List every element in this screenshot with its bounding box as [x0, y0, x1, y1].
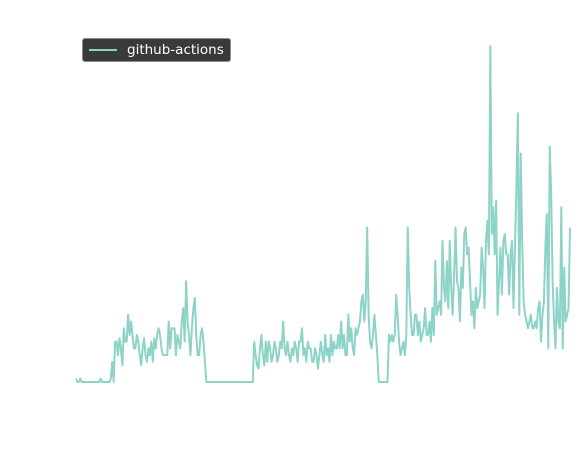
legend: github-actions — [82, 38, 231, 62]
legend-label-github-actions: github-actions — [127, 42, 224, 58]
plot-area — [75, 45, 571, 383]
legend-swatch — [89, 49, 117, 51]
series-line-github-actions — [75, 45, 571, 383]
